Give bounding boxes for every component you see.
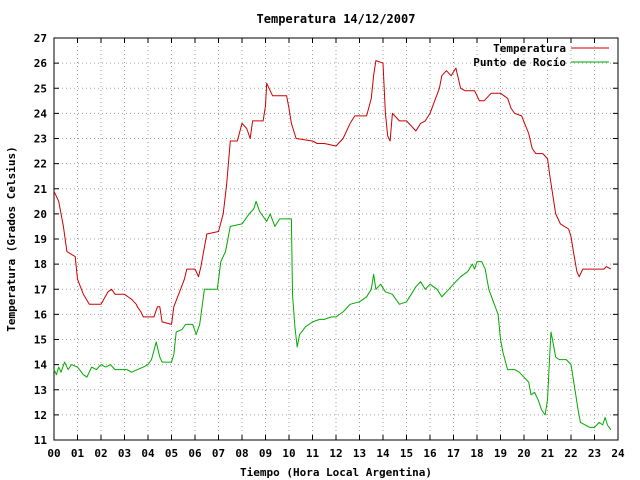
x-tick-label: 10 bbox=[282, 447, 295, 460]
y-tick-label: 24 bbox=[34, 107, 48, 120]
x-tick-label: 14 bbox=[376, 447, 390, 460]
x-tick-label: 06 bbox=[188, 447, 202, 460]
x-axis-label: Tiempo (Hora Local Argentina) bbox=[240, 466, 432, 479]
y-tick-label: 12 bbox=[34, 409, 47, 422]
legend: Temperatura Punto de Rocío bbox=[473, 42, 609, 69]
x-axis: 00 01 02 03 04 05 06 07 08 09 10 11 12 13 14 15 16 17 18 19… bbox=[47, 38, 625, 460]
x-tick-label: 13 bbox=[353, 447, 366, 460]
y-tick-label: 25 bbox=[34, 82, 47, 95]
x-tick-label: 18 bbox=[470, 447, 483, 460]
x-tick-label: 03 bbox=[118, 447, 131, 460]
y-axis-label: Temperatura (Grados Celsius) bbox=[5, 146, 18, 331]
legend-label-temperatura: Temperatura bbox=[493, 42, 566, 55]
y-tick-label: 27 bbox=[34, 32, 47, 45]
y-tick-label: 23 bbox=[34, 133, 47, 146]
x-tick-label: 17 bbox=[447, 447, 460, 460]
grid bbox=[54, 38, 618, 440]
legend-label-punto-de-rocio: Punto de Rocío bbox=[473, 56, 566, 69]
x-tick-label: 15 bbox=[400, 447, 413, 460]
y-axis: 11 12 13 14 15 16 17 18 19 20 21 22 23 24 25 26 27 bbox=[34, 32, 618, 447]
x-tick-label: 24 bbox=[611, 447, 625, 460]
chart-title: Temperatura 14/12/2007 bbox=[257, 12, 416, 26]
y-tick-label: 19 bbox=[34, 233, 47, 246]
x-tick-label: 16 bbox=[423, 447, 437, 460]
x-tick-label: 01 bbox=[71, 447, 85, 460]
x-tick-label: 23 bbox=[588, 447, 601, 460]
y-tick-label: 21 bbox=[34, 183, 48, 196]
x-tick-label: 04 bbox=[141, 447, 155, 460]
x-tick-label: 21 bbox=[541, 447, 555, 460]
y-tick-label: 15 bbox=[34, 334, 47, 347]
x-tick-label: 11 bbox=[306, 447, 320, 460]
series-line-temperatura bbox=[53, 60, 612, 325]
y-tick-label: 13 bbox=[34, 384, 47, 397]
y-tick-label: 17 bbox=[34, 283, 47, 296]
x-tick-label: 22 bbox=[564, 447, 577, 460]
x-tick-label: 02 bbox=[94, 447, 107, 460]
x-tick-label: 12 bbox=[329, 447, 342, 460]
y-tick-label: 16 bbox=[34, 308, 48, 321]
y-tick-label: 14 bbox=[34, 359, 48, 372]
y-tick-label: 11 bbox=[34, 434, 48, 447]
y-tick-label: 22 bbox=[34, 158, 47, 171]
x-tick-label: 08 bbox=[235, 447, 248, 460]
x-tick-label: 05 bbox=[165, 447, 178, 460]
series-lines bbox=[53, 60, 612, 431]
y-tick-label: 26 bbox=[34, 57, 48, 70]
y-tick-label: 20 bbox=[34, 208, 47, 221]
x-tick-label: 20 bbox=[517, 447, 530, 460]
y-tick-label: 18 bbox=[34, 258, 47, 271]
x-tick-label: 00 bbox=[47, 447, 60, 460]
x-tick-label: 19 bbox=[494, 447, 507, 460]
series-line-punto-de-rocio bbox=[53, 200, 612, 431]
x-tick-label: 07 bbox=[212, 447, 225, 460]
x-tick-label: 09 bbox=[259, 447, 272, 460]
